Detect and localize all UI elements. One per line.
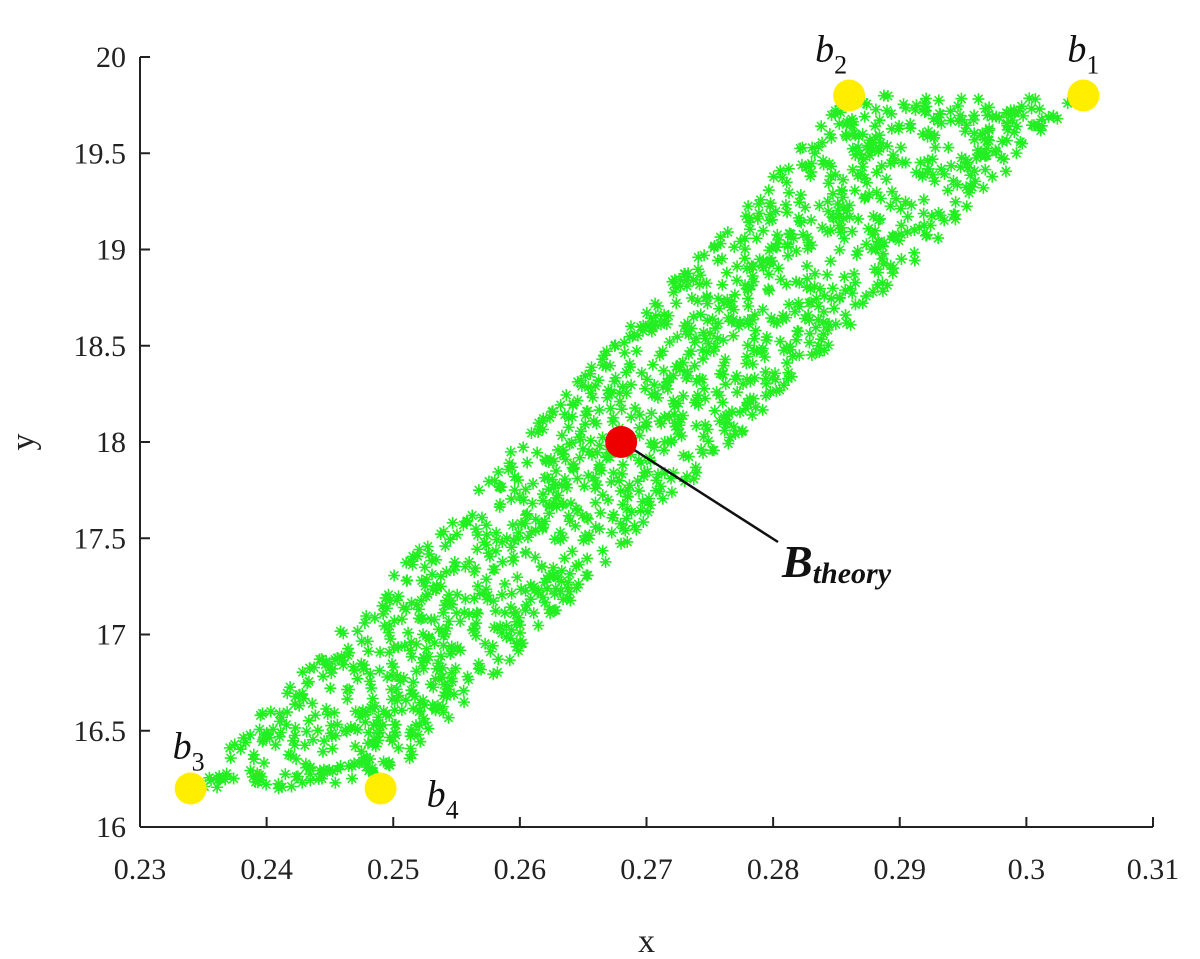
annotations: b1 b2 b3 b4 Btheory (173, 29, 1100, 825)
scatter-region (190, 89, 1074, 795)
vertex-point-b2 (833, 79, 866, 112)
y-tick-label: 20 (96, 41, 126, 74)
vertex-point-b4 (364, 772, 397, 805)
y-tick-label: 16.5 (74, 715, 127, 748)
y-axis-title: y (5, 434, 42, 451)
y-tick-label: 16 (96, 811, 126, 844)
theory-leader-line (630, 446, 779, 544)
y-tick-label: 17 (96, 619, 126, 652)
y-tick-label: 17.5 (74, 522, 127, 555)
x-tick-label: 0.28 (747, 853, 800, 886)
y-tick-label: 19 (96, 234, 126, 267)
x-tick-label: 0.3 (1008, 853, 1046, 886)
vertex-label-b1: b1 (1067, 29, 1099, 80)
y-tick-label: 19.5 (74, 137, 127, 170)
vertex-point-b1 (1067, 79, 1100, 112)
theory-label: Btheory (781, 536, 892, 590)
x-tick-label: 0.29 (874, 853, 927, 886)
axes: 0.23 0.24 0.25 0.26 0.27 0.28 0.29 0.3 0.31 16 16.… (74, 41, 1180, 886)
x-tick-label: 0.31 (1127, 853, 1180, 886)
vertex-label-b4: b4 (427, 774, 459, 825)
x-axis-title: x (638, 923, 655, 959)
x-tick-label: 0.27 (620, 853, 673, 886)
x-tick-label: 0.25 (367, 853, 420, 886)
y-tick-label: 18.5 (74, 330, 127, 363)
vertex-point-b3 (174, 772, 207, 805)
y-tick-label: 18 (96, 426, 126, 459)
vertex-label-b2: b2 (815, 29, 847, 80)
x-tick-label: 0.23 (114, 853, 167, 886)
vertex-label-b3: b3 (173, 726, 205, 777)
x-tick-label: 0.26 (494, 853, 547, 886)
scatter-points (190, 89, 1074, 795)
x-tick-label: 0.24 (240, 853, 293, 886)
theory-point (605, 426, 638, 458)
